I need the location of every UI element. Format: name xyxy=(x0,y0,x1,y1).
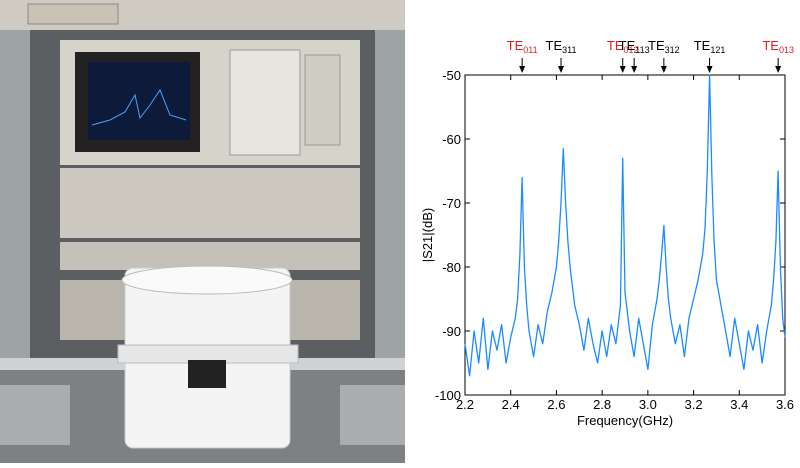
mode-label: TE113 xyxy=(619,38,650,55)
y-tick-label: -70 xyxy=(442,196,461,211)
chart: Frequency(GHz) |S21|(dB) xyxy=(420,74,786,428)
x-tick-label: 2.8 xyxy=(593,397,611,412)
mode-prefix: TE xyxy=(694,38,711,53)
disk-slot xyxy=(304,54,341,146)
y-tick-label: -50 xyxy=(442,68,461,83)
mode-subscript: 312 xyxy=(665,45,680,55)
mode-arrowhead xyxy=(706,66,713,73)
mode-arrowhead xyxy=(558,66,564,73)
trace xyxy=(464,74,786,377)
x-tick-label: 3.2 xyxy=(685,397,703,412)
y-tick-label: -90 xyxy=(442,324,461,339)
screen-trace xyxy=(91,88,187,126)
cable-left xyxy=(0,358,125,370)
y-tick-label: -100 xyxy=(435,388,461,403)
x-tick-label: 2.2 xyxy=(456,397,474,412)
mode-label: TE013 xyxy=(762,38,794,55)
mode-subscript: 011 xyxy=(523,45,537,55)
mode-prefix: TE xyxy=(762,38,779,53)
stand-right xyxy=(340,385,405,445)
mode-subscript: 012 xyxy=(624,45,639,55)
stand-left xyxy=(0,385,70,445)
x-axis-label: Frequency(GHz) xyxy=(577,413,673,428)
mode-arrowhead xyxy=(660,66,667,73)
mode-label: TE121 xyxy=(694,38,726,55)
mode-arrowhead xyxy=(519,66,526,73)
y-axis-label: |S21|(dB) xyxy=(420,208,435,262)
mode-label: TE011 xyxy=(507,38,538,55)
x-tick-label: 2.6 xyxy=(547,397,565,412)
y-tick-label: -60 xyxy=(442,132,461,147)
mode-arrowhead xyxy=(631,66,638,73)
x-tick-label: 3.6 xyxy=(776,397,794,412)
mode-prefix: TE xyxy=(619,38,636,53)
mode-subscript: 113 xyxy=(635,45,649,55)
mode-prefix: TE xyxy=(546,38,563,53)
keypad xyxy=(229,49,301,156)
mode-label: TE012 xyxy=(607,38,639,55)
mode-arrowhead xyxy=(619,66,626,73)
x-tick-label: 3.0 xyxy=(639,397,657,412)
control-panel xyxy=(60,168,360,238)
mode-label: TE312 xyxy=(648,38,680,55)
y-tick-label: -80 xyxy=(442,260,461,275)
mode-label: TE311 xyxy=(546,38,577,55)
photo xyxy=(0,0,405,463)
mode-subscript: 311 xyxy=(562,45,576,55)
cable-right xyxy=(290,358,405,370)
mode-subscript: 121 xyxy=(710,45,725,55)
mode-prefix: TE xyxy=(648,38,665,53)
mode-prefix: TE xyxy=(607,38,624,53)
button-strip xyxy=(60,242,360,270)
x-tick-label: 2.4 xyxy=(502,397,520,412)
mode-arrowhead xyxy=(775,66,782,73)
screen xyxy=(88,62,190,140)
clamp xyxy=(188,360,226,388)
mode-prefix: TE xyxy=(507,38,524,53)
x-tick-label: 3.4 xyxy=(730,397,748,412)
cavity-lid xyxy=(121,265,293,295)
mode-subscript: 013 xyxy=(779,45,794,55)
hp-label xyxy=(27,3,119,25)
plot-frame xyxy=(464,74,786,396)
